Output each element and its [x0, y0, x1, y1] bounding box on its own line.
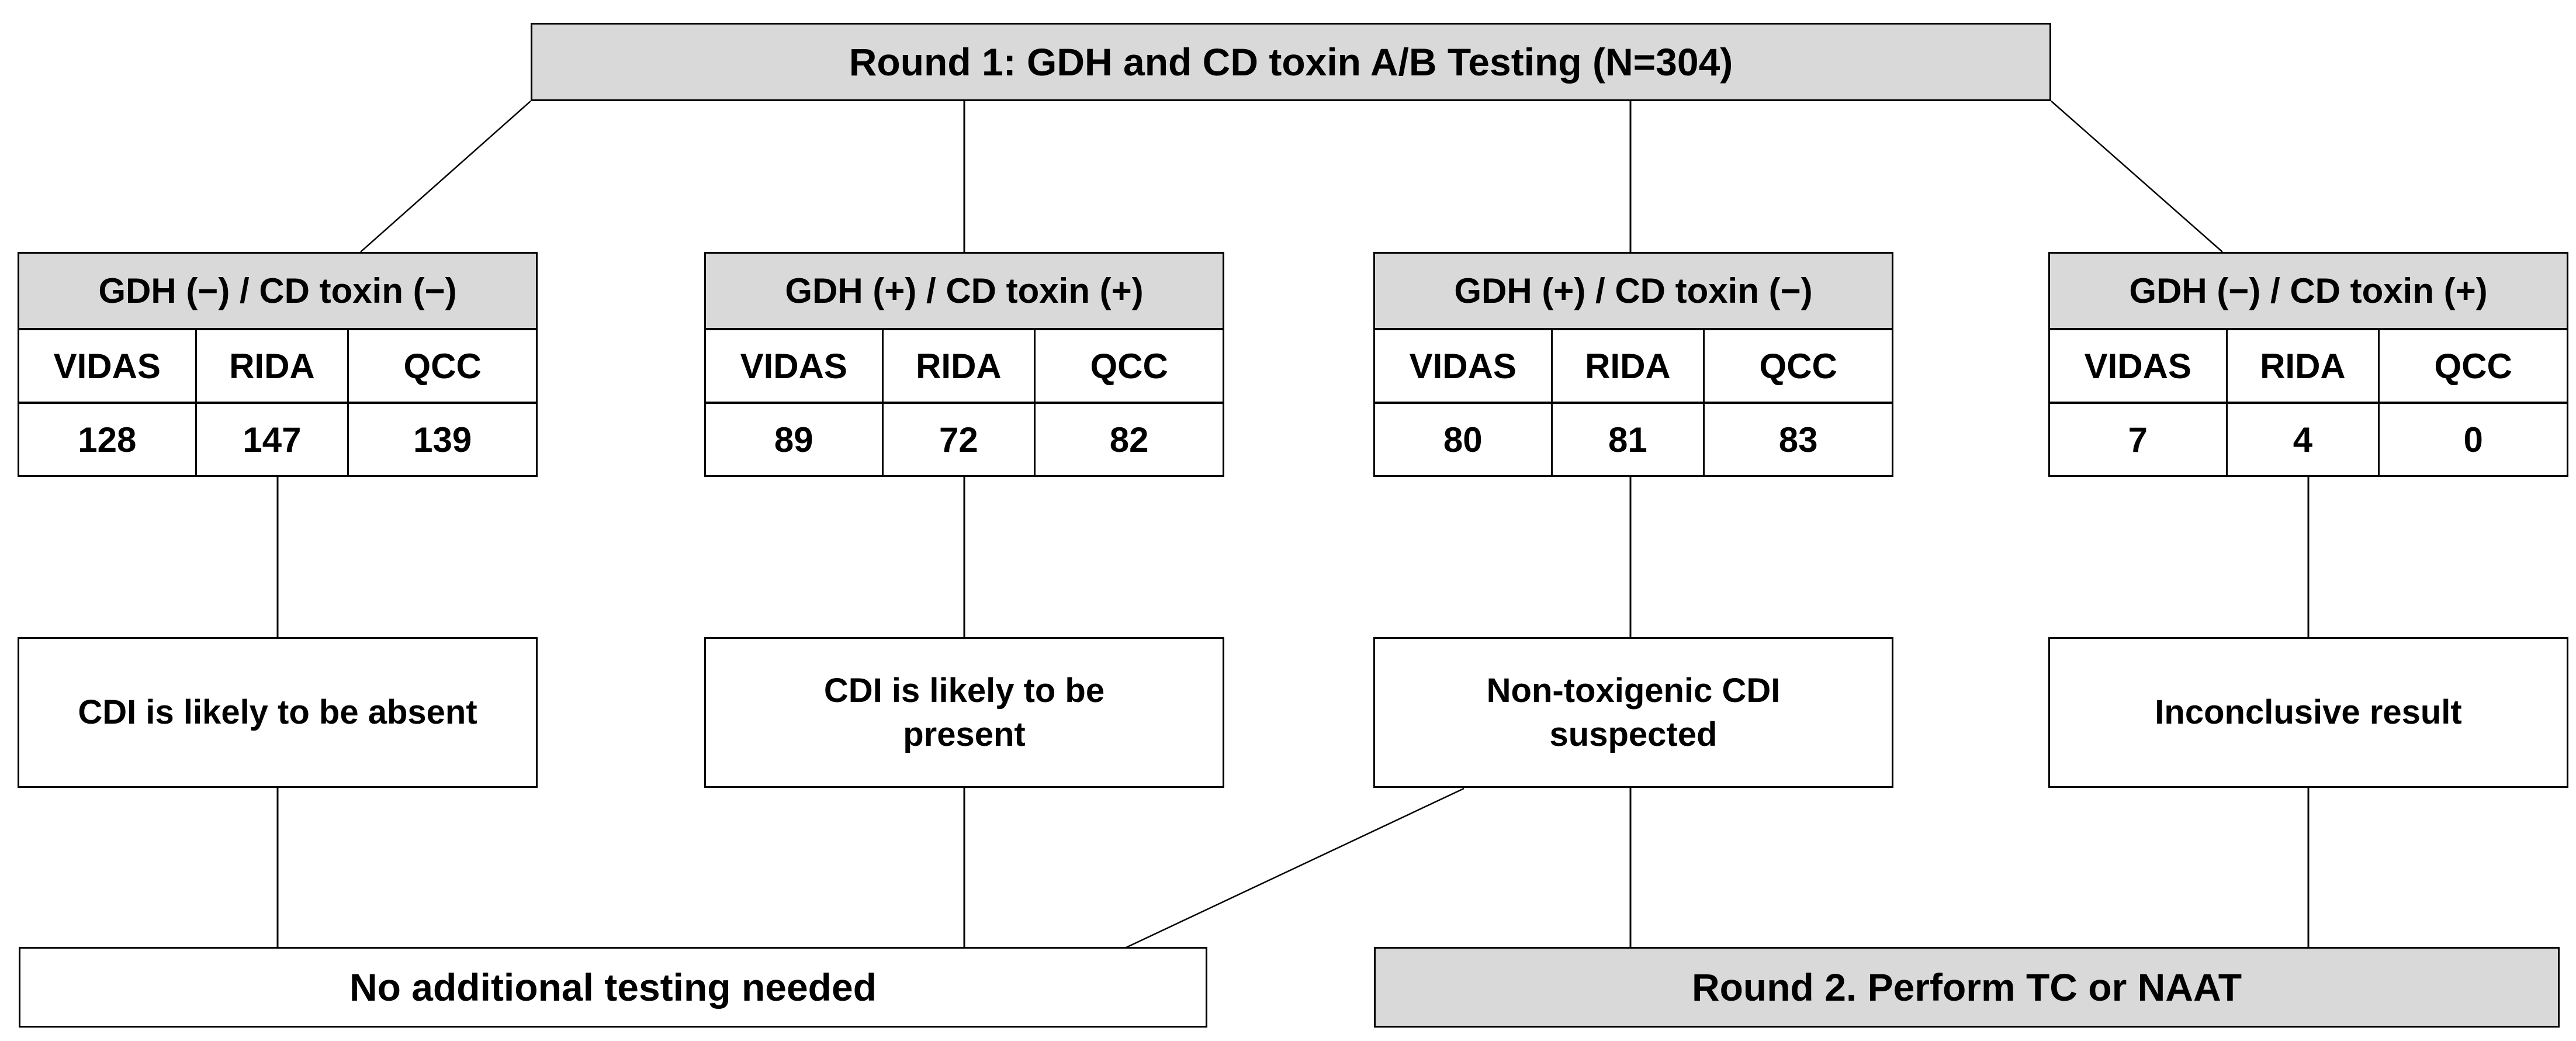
branch3-value-vidas: 80 [1443, 420, 1483, 459]
branch4-assay-rida: RIDA [2225, 330, 2378, 402]
round1-title-label: Round 1: GDH and CD toxin A/B Testing (N… [849, 40, 1733, 84]
branch4-table-gdh-neg-toxin-pos: GDH (−) / CD toxin (+) VIDAS RIDA QCC 7 … [2048, 252, 2568, 477]
connector-outcome3-to-no-testing [1124, 787, 1464, 949]
connector-round1-to-branch1 [360, 101, 531, 253]
branch2-value-vidas: 89 [774, 420, 813, 459]
branch4-value-row: 7 4 0 [2050, 404, 2567, 475]
branch2-assay-rida: RIDA [881, 330, 1034, 402]
branch1-value-row: 128 147 139 [19, 404, 536, 475]
no-additional-testing-label: No additional testing needed [349, 966, 877, 1009]
branch3-value-qcc: 83 [1703, 404, 1892, 475]
outcome2-label: CDI is likely to be present [823, 671, 1105, 753]
branch4-assay-row: VIDAS RIDA QCC [2050, 330, 2567, 404]
branch3-value-rida: 81 [1550, 404, 1704, 475]
branch3-value-row: 80 81 83 [1375, 404, 1892, 475]
branch1-table-gdh-neg-toxin-neg: GDH (−) / CD toxin (−) VIDAS RIDA QCC 12… [18, 252, 538, 477]
outcome3-nontoxigenic-box: Non-toxigenic CDI suspected [1373, 637, 1893, 788]
branch3-assay-row: VIDAS RIDA QCC [1375, 330, 1892, 404]
branch3-header: GDH (+) / CD toxin (−) [1375, 254, 1892, 330]
branch2-assay-qcc: QCC [1034, 330, 1223, 402]
branch2-assay-row: VIDAS RIDA QCC [706, 330, 1223, 404]
branch2-value-row: 89 72 82 [706, 404, 1223, 475]
branch1-value-rida: 147 [195, 404, 348, 475]
outcome3-label: Non-toxigenic CDI suspected [1486, 671, 1781, 753]
branch1-assay-vidas: VIDAS [53, 346, 161, 386]
branch1-assay-row: VIDAS RIDA QCC [19, 330, 536, 404]
branch4-value-vidas: 7 [2128, 420, 2148, 459]
outcome2-cdi-present-box: CDI is likely to be present [704, 637, 1224, 788]
branch4-value-rida: 4 [2225, 404, 2378, 475]
branch2-table-gdh-pos-toxin-pos: GDH (+) / CD toxin (+) VIDAS RIDA QCC 89… [704, 252, 1224, 477]
outcome4-inconclusive-box: Inconclusive result [2048, 637, 2568, 788]
round1-title-box: Round 1: GDH and CD toxin A/B Testing (N… [531, 23, 2051, 101]
branch3-assay-vidas: VIDAS [1409, 346, 1516, 386]
branch1-value-qcc: 139 [347, 404, 536, 475]
branch2-header: GDH (+) / CD toxin (+) [706, 254, 1223, 330]
branch4-header: GDH (−) / CD toxin (+) [2050, 254, 2567, 330]
connector-round1-to-branch4 [2051, 101, 2223, 253]
branch4-value-qcc: 0 [2378, 404, 2567, 475]
branch1-value-vidas: 128 [78, 420, 137, 459]
branch4-assay-qcc: QCC [2378, 330, 2567, 402]
outcome4-label: Inconclusive result [2155, 693, 2462, 732]
branch2-value-qcc: 82 [1034, 404, 1223, 475]
branch1-assay-qcc: QCC [347, 330, 536, 402]
round2-tc-naat-label: Round 2. Perform TC or NAAT [1691, 966, 2242, 1009]
round2-tc-naat-box: Round 2. Perform TC or NAAT [1374, 947, 2560, 1028]
outcome1-label: CDI is likely to be absent [78, 693, 477, 732]
branch1-assay-rida: RIDA [195, 330, 348, 402]
branch2-value-rida: 72 [881, 404, 1034, 475]
outcome1-cdi-absent-box: CDI is likely to be absent [18, 637, 538, 788]
no-additional-testing-box: No additional testing needed [19, 947, 1207, 1028]
branch3-assay-rida: RIDA [1550, 330, 1704, 402]
branch2-assay-vidas: VIDAS [740, 346, 847, 386]
branch3-assay-qcc: QCC [1703, 330, 1892, 402]
branch4-assay-vidas: VIDAS [2084, 346, 2191, 386]
branch1-header: GDH (−) / CD toxin (−) [19, 254, 536, 330]
branch3-table-gdh-pos-toxin-neg: GDH (+) / CD toxin (−) VIDAS RIDA QCC 80… [1373, 252, 1893, 477]
